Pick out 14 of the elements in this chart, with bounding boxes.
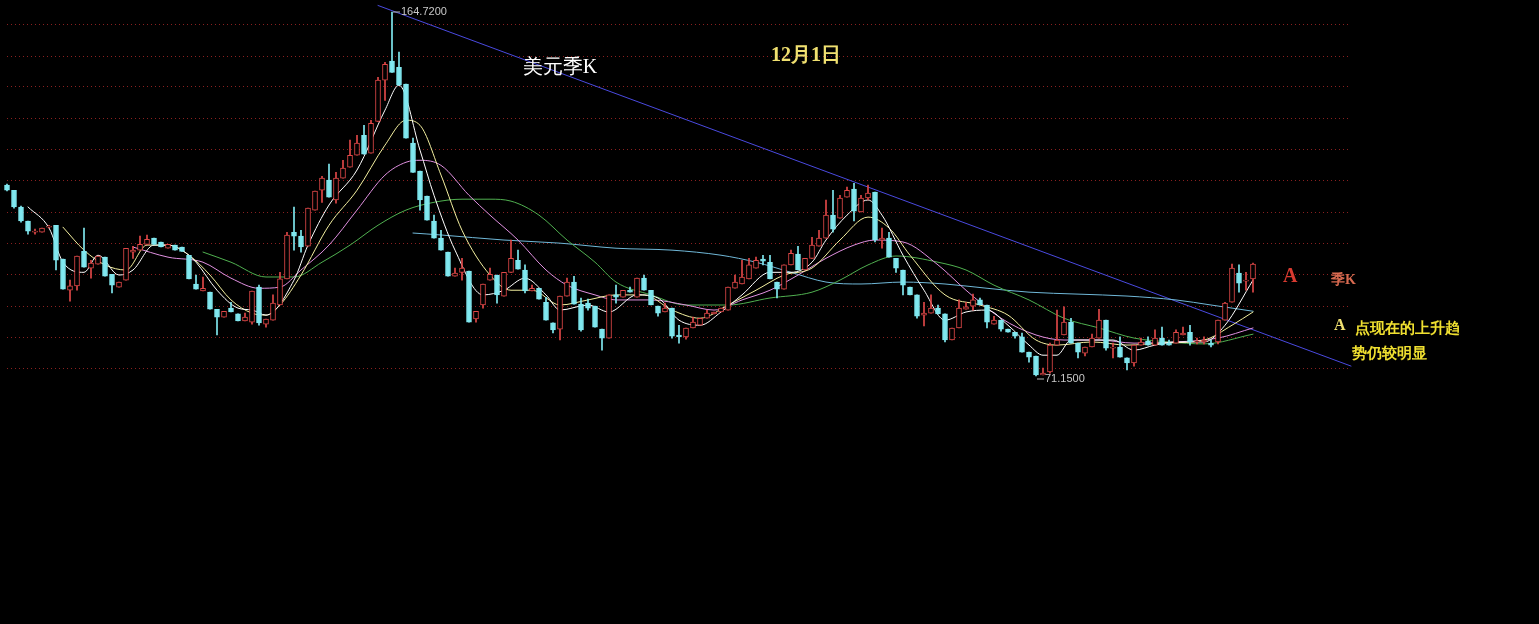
candlestick bbox=[1110, 342, 1116, 359]
candlestick bbox=[1194, 337, 1200, 345]
candlestick bbox=[459, 257, 465, 281]
candlestick bbox=[1243, 272, 1249, 291]
annotation: A bbox=[1283, 264, 1298, 287]
text: 12月1日 bbox=[771, 43, 841, 66]
text: 美元季K bbox=[522, 55, 598, 78]
candlestick bbox=[613, 284, 619, 304]
annotation: 季K bbox=[1330, 270, 1356, 287]
candlestick bbox=[389, 11, 395, 73]
annotation: 71.1500 bbox=[1045, 372, 1085, 385]
annotation: 164.7200 bbox=[401, 5, 447, 18]
text: 点现在的上升趋势仍较明显 bbox=[1351, 318, 1460, 362]
annotation: A bbox=[1334, 316, 1346, 334]
